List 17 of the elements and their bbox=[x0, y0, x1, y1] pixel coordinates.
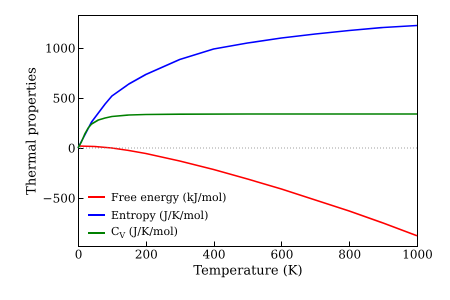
legend-label: Free energy (kJ/mol) bbox=[111, 190, 226, 204]
y-axis-title: Thermal properties bbox=[24, 67, 40, 195]
legend-label: Entropy (J/K/mol) bbox=[111, 208, 208, 222]
y-tick-label: 1000 bbox=[44, 42, 76, 56]
line-series bbox=[77, 24, 418, 149]
x-tick-label: 1000 bbox=[402, 248, 433, 262]
line-series bbox=[77, 113, 418, 149]
x-tick-label: 600 bbox=[270, 248, 294, 262]
y-tick-label: 500 bbox=[52, 92, 76, 106]
x-tick-label: 400 bbox=[202, 248, 226, 262]
line-series bbox=[77, 145, 418, 236]
x-tick-label: 200 bbox=[134, 248, 158, 262]
legend-label: C$_{V}$ (J/K/mol) bbox=[111, 225, 178, 241]
x-tick-label: 800 bbox=[338, 248, 362, 262]
y-tick-label: 0 bbox=[68, 142, 76, 156]
x-axis-title: Temperature (K) bbox=[193, 264, 303, 278]
y-tick-label: −500 bbox=[42, 192, 76, 206]
